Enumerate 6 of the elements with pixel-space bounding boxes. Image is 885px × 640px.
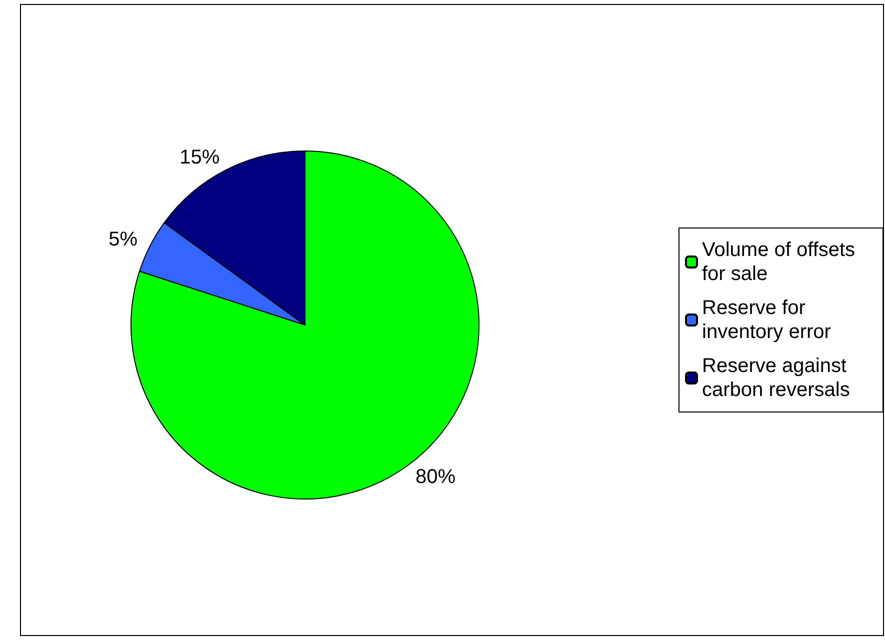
legend-label: Volume of offsets for sale: [702, 239, 861, 285]
legend-label: Reserve against carbon reversals: [702, 355, 852, 401]
data-label: 15%: [180, 146, 220, 168]
data-label: 80%: [416, 466, 456, 488]
data-label: 5%: [108, 228, 138, 251]
legend-label: Reserve for inventory error: [702, 297, 832, 343]
